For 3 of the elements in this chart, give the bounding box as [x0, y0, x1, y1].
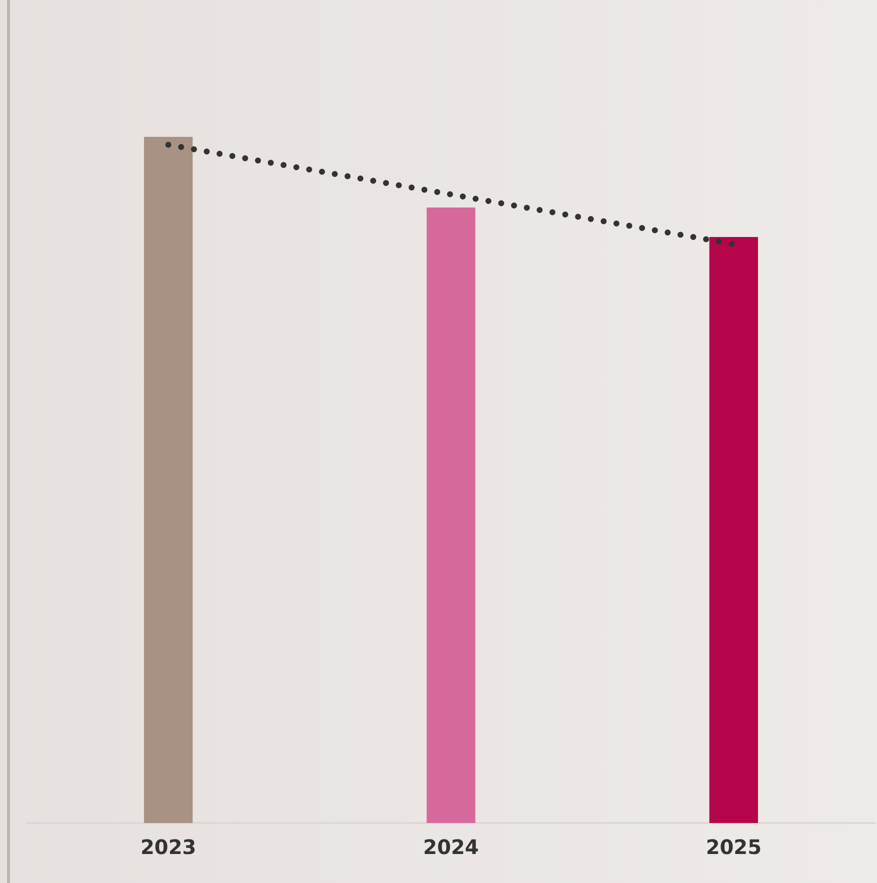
- x-tick-label: 2025: [706, 835, 762, 860]
- x-tick-label: 2024: [423, 835, 479, 860]
- x-tick-label: 2023: [140, 835, 196, 860]
